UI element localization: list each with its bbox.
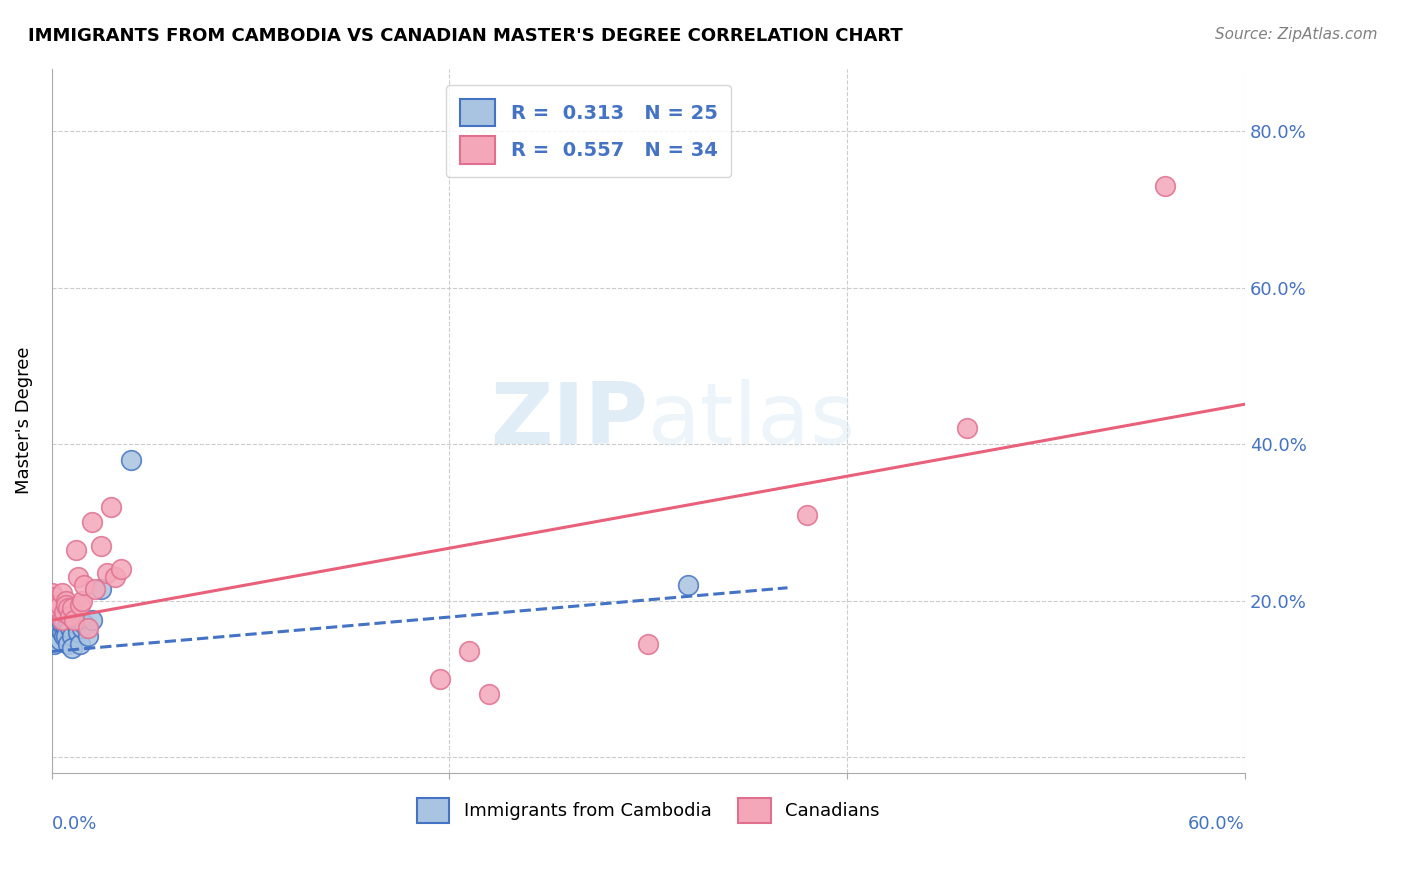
- Point: [80, 613, 103, 627]
- Point: [72, 617, 94, 632]
- Point: [46, 621, 69, 635]
- Point: [60, 629, 83, 643]
- Point: [66, 570, 89, 584]
- Point: [52, 605, 75, 619]
- Point: [41, 586, 63, 600]
- Point: [46, 601, 69, 615]
- Point: [65, 542, 87, 557]
- Point: [60, 640, 83, 655]
- Point: [110, 562, 132, 576]
- Point: [56, 601, 79, 615]
- Point: [59, 609, 82, 624]
- Point: [55, 598, 77, 612]
- Point: [62, 613, 84, 627]
- Point: [100, 500, 122, 514]
- Text: IMMIGRANTS FROM CAMBODIA VS CANADIAN MASTER'S DEGREE CORRELATION CHART: IMMIGRANTS FROM CAMBODIA VS CANADIAN MAS…: [28, 27, 903, 45]
- Point: [76, 629, 98, 643]
- Point: [55, 629, 77, 643]
- Point: [478, 688, 501, 702]
- Point: [48, 632, 70, 647]
- Point: [56, 617, 79, 632]
- Point: [42, 637, 65, 651]
- Point: [637, 637, 659, 651]
- Point: [59, 621, 82, 635]
- Point: [45, 598, 67, 612]
- Point: [55, 593, 77, 607]
- Point: [69, 637, 91, 651]
- Point: [51, 613, 73, 627]
- Point: [70, 621, 93, 635]
- Point: [76, 621, 98, 635]
- Point: [52, 629, 75, 643]
- Text: 60.0%: 60.0%: [1188, 815, 1244, 833]
- Point: [676, 578, 699, 592]
- Point: [90, 539, 112, 553]
- Point: [69, 598, 91, 612]
- Point: [60, 601, 83, 615]
- Point: [96, 566, 118, 581]
- Point: [52, 617, 75, 632]
- Point: [51, 624, 73, 639]
- Point: [51, 586, 73, 600]
- Point: [80, 516, 103, 530]
- Point: [51, 617, 73, 632]
- Point: [62, 613, 84, 627]
- Point: [458, 644, 481, 658]
- Point: [796, 508, 818, 522]
- Point: [90, 582, 112, 596]
- Point: [104, 570, 127, 584]
- Point: [1154, 178, 1177, 193]
- Point: [429, 672, 451, 686]
- Point: [72, 578, 94, 592]
- Y-axis label: Master's Degree: Master's Degree: [15, 347, 32, 494]
- Point: [65, 617, 87, 632]
- Point: [56, 637, 79, 651]
- Legend: Immigrants from Cambodia, Canadians: Immigrants from Cambodia, Canadians: [406, 787, 891, 834]
- Point: [120, 452, 142, 467]
- Text: ZIP: ZIP: [491, 379, 648, 462]
- Point: [48, 598, 70, 612]
- Point: [955, 421, 977, 435]
- Text: atlas: atlas: [648, 379, 856, 462]
- Point: [84, 582, 107, 596]
- Text: 0.0%: 0.0%: [52, 815, 97, 833]
- Point: [70, 593, 93, 607]
- Point: [55, 621, 77, 635]
- Point: [66, 624, 89, 639]
- Text: Source: ZipAtlas.com: Source: ZipAtlas.com: [1215, 27, 1378, 42]
- Point: [42, 590, 65, 604]
